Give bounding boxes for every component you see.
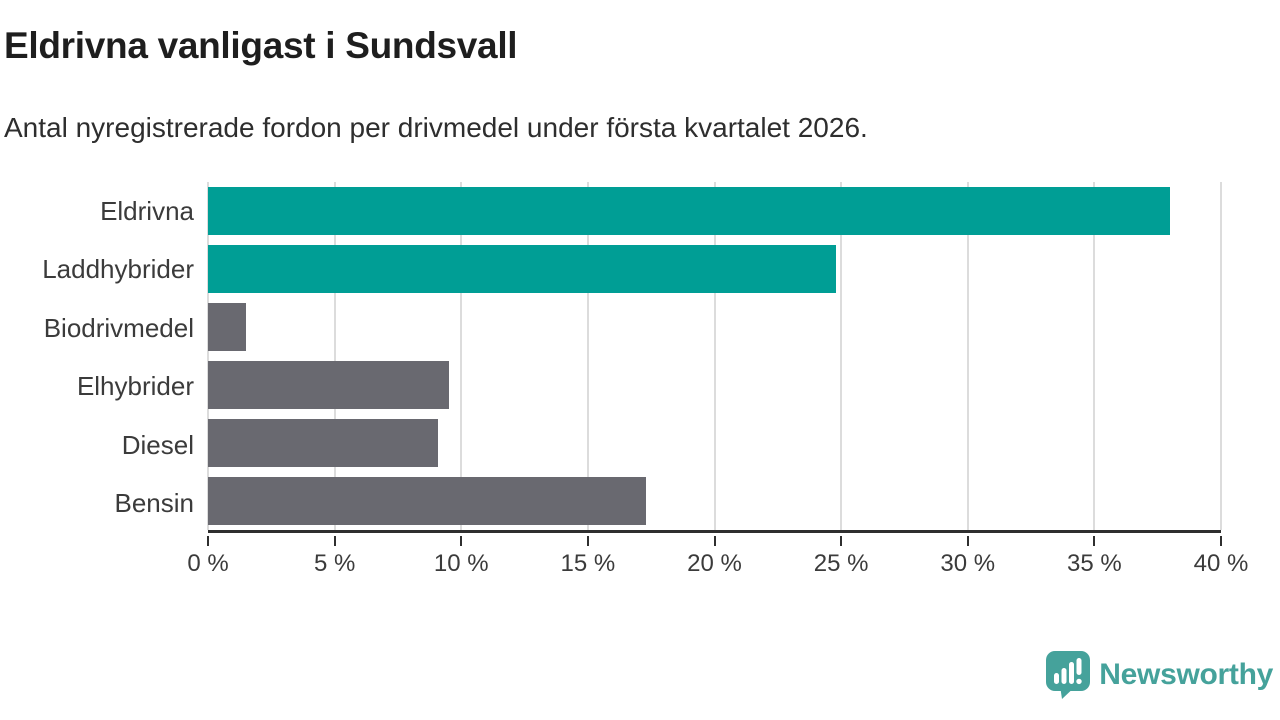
x-axis-tick-label: 0 % [187, 550, 229, 577]
gridline [966, 182, 969, 530]
bar-biodrivmedel [208, 303, 246, 351]
bar-laddhybrider [208, 245, 837, 293]
newsworthy-logo-icon [1046, 651, 1091, 699]
x-axis-tick [333, 536, 336, 546]
x-axis-tick [1220, 536, 1222, 546]
category-label: Biodrivmedel [43, 312, 194, 343]
plot-area: 0 % 5 % 10 % 15 % 20 % 25 % 30 % 35 % 40 % [187, 182, 1248, 577]
x-axis-tick [1093, 536, 1096, 546]
x-axis-tick-label: 15 % [560, 550, 616, 577]
bar-row [208, 182, 1221, 240]
x-axis-tick-label: 35 % [1067, 550, 1122, 577]
chart-title: Eldrivna vanligast i Sundsvall [4, 25, 518, 66]
bar-chart: Eldrivna Laddhybrider Biodrivmedel Elhybrid… [0, 182, 1280, 582]
bar-diesel [208, 419, 439, 467]
bar-bensin [208, 477, 647, 525]
bar-row [208, 298, 1221, 356]
x-axis-tick-label: 40 % [1193, 550, 1249, 577]
x-axis-tick [207, 536, 209, 546]
x-axis-tick [713, 536, 716, 546]
gridline [586, 182, 589, 530]
newsworthy-logo-text: Newsworthy [1099, 658, 1273, 691]
x-axis-tick-label: 25 % [813, 550, 869, 577]
gridline [333, 182, 336, 530]
bar-row [208, 414, 1221, 472]
gridline [840, 182, 843, 530]
gridline [1220, 182, 1222, 530]
x-axis-tick [460, 536, 463, 546]
x-axis-tick-label: 30 % [940, 550, 996, 577]
gridline [460, 182, 463, 530]
bar-eldrivna [208, 187, 1171, 235]
category-label: Eldrivna [100, 195, 194, 226]
category-label: Bensin [114, 488, 195, 519]
x-axis-tick-label: 20 % [687, 550, 742, 577]
bar-row [208, 472, 1221, 530]
category-axis: Eldrivna Laddhybrider Biodrivmedel Elhybrid… [0, 182, 194, 533]
bar-row [208, 356, 1221, 414]
x-axis-tick [966, 536, 969, 546]
category-label: Laddhybrider [42, 254, 194, 285]
bars [208, 182, 1221, 530]
category-label: Elhybrider [76, 371, 194, 402]
x-axis-tick-label: 5 % [313, 550, 356, 577]
x-axis-tick [840, 536, 843, 546]
bar-row [208, 240, 1221, 298]
x-axis-tick [586, 536, 589, 546]
gridline [1093, 182, 1096, 530]
newsworthy-logo: Newsworthy [1046, 651, 1273, 699]
gridline [207, 182, 209, 530]
x-axis-tick-label: 10 % [433, 550, 489, 577]
gridline [713, 182, 716, 530]
category-label: Diesel [121, 429, 194, 460]
bar-elhybrider [208, 361, 449, 409]
chart-subtitle: Antal nyregistrerade fordon per drivmede… [4, 112, 868, 143]
